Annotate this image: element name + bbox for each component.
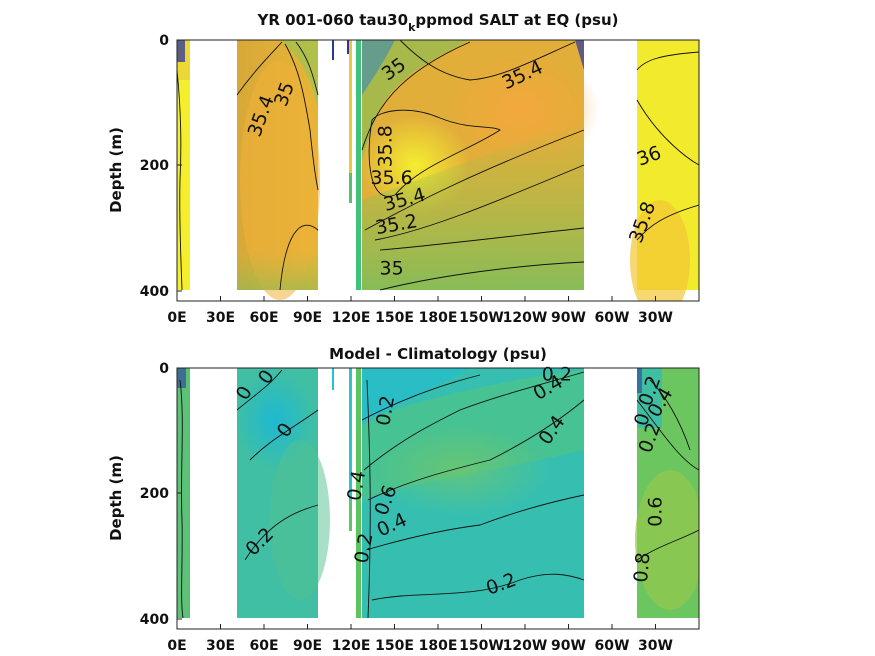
bottom-y-ticks: 0 200 400	[140, 361, 182, 628]
bottom-x-tick-label: 150W	[459, 638, 504, 654]
top-x-tick-label: 150W	[459, 310, 504, 326]
bottom-x-tick-label: 30E	[206, 638, 235, 654]
top-y-tick-label: 400	[140, 284, 169, 300]
bottom-contour-label: 0.2	[350, 531, 377, 565]
top-x-tick-label: 60W	[595, 310, 630, 326]
top-y-ticks: 0 200 400	[140, 33, 182, 300]
top-x-tick-label: 30W	[638, 310, 673, 326]
top-x-tick-label: 90E	[293, 310, 322, 326]
top-x-tick-label: 0E	[167, 310, 186, 326]
bottom-difference-field	[177, 368, 699, 618]
bottom-x-tick-label: 0E	[167, 638, 186, 654]
bottom-panel-title: Model - Climatology (psu)	[329, 345, 547, 363]
bottom-contour-label: 0.2	[372, 394, 399, 428]
bottom-contour-label: 0.6	[644, 497, 666, 527]
bottom-x-tick-label: 90W	[551, 638, 586, 654]
top-x-tick-label: 120W	[503, 310, 548, 326]
bottom-contour-label: 0.4	[343, 469, 370, 503]
top-x-tick-label: 30E	[206, 310, 235, 326]
bottom-x-tick-label: 150E	[375, 638, 414, 654]
bottom-panel: Model - Climatology (psu)	[107, 345, 700, 654]
bottom-contours	[179, 369, 699, 619]
top-panel-title: YR 001-060 tau30kppmod SALT at EQ (psu)	[257, 11, 619, 34]
bottom-contour-label: 0.8	[630, 551, 655, 583]
bottom-x-tick-label: 30W	[638, 638, 673, 654]
bottom-contour-label: 0	[630, 411, 654, 428]
bottom-y-tick-label: 200	[140, 486, 169, 502]
top-y-tick-label: 200	[140, 158, 169, 174]
top-x-tick-label: 150E	[375, 310, 414, 326]
top-x-tick-label: 60E	[249, 310, 278, 326]
bottom-x-tick-label: 120W	[503, 638, 548, 654]
top-x-tick-label: 90W	[551, 310, 586, 326]
bottom-y-axis-label: Depth (m)	[107, 455, 125, 541]
bottom-y-tick-label: 400	[140, 612, 169, 628]
bottom-x-tick-label: 120E	[332, 638, 371, 654]
top-contour-label: 35.6	[370, 167, 412, 189]
bottom-x-tick-label: 90E	[293, 638, 322, 654]
top-panel: YR 001-060 tau30kppmod SALT at EQ (psu)	[107, 11, 700, 326]
top-contours	[177, 40, 699, 291]
top-x-tick-label: 180E	[419, 310, 458, 326]
top-y-tick-label: 0	[159, 33, 169, 49]
bottom-contour-label: 0.2	[542, 364, 572, 386]
bottom-x-tick-label: 180E	[419, 638, 458, 654]
top-contour-label: 35	[380, 257, 404, 279]
top-y-axis-label: Depth (m)	[107, 127, 125, 213]
top-contour-label: 35.8	[375, 125, 397, 167]
top-x-tick-label: 120E	[332, 310, 371, 326]
bottom-y-tick-label: 0	[159, 361, 169, 377]
bottom-x-tick-label: 60E	[249, 638, 278, 654]
bottom-x-tick-label: 60W	[595, 638, 630, 654]
